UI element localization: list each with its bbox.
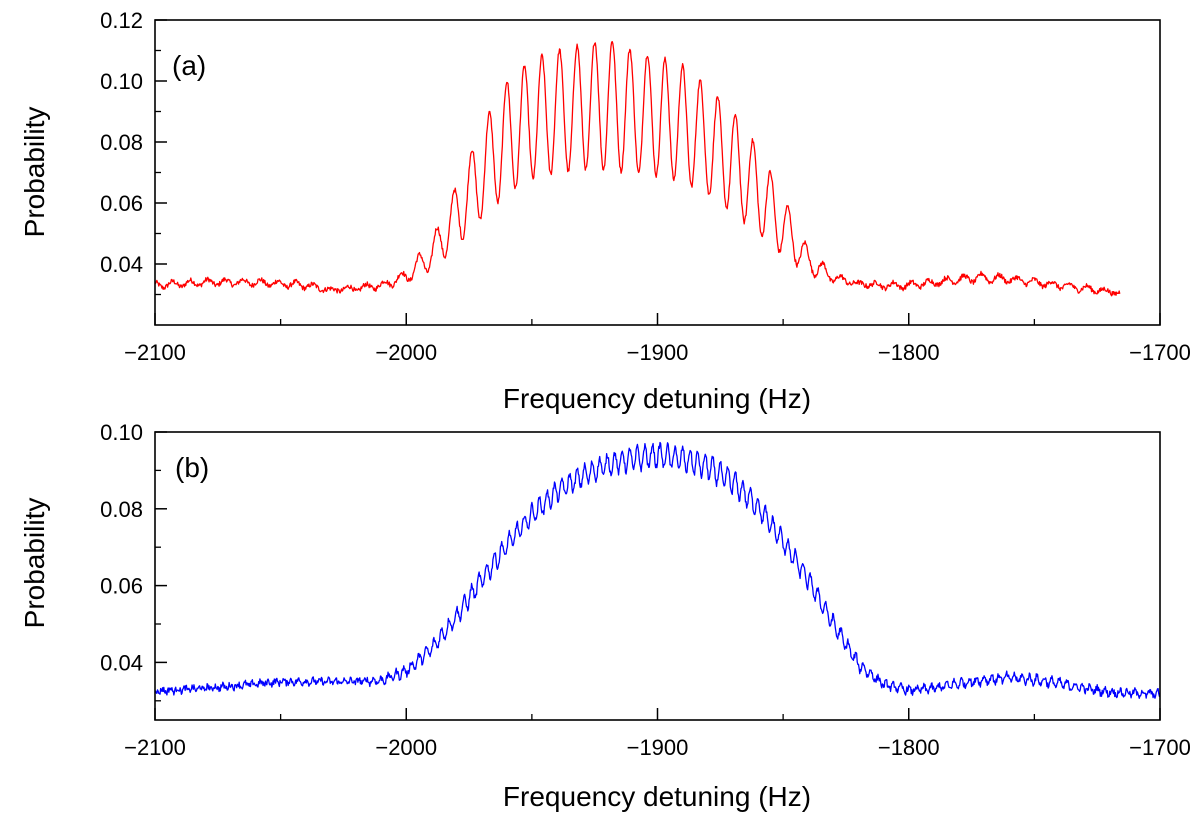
x-tick-label-b-4: −1700 — [1129, 735, 1191, 760]
y-tick-label-a-0: 0.04 — [100, 252, 143, 277]
x-tick-label-b-2: −1900 — [627, 735, 689, 760]
series-b-layer — [155, 441, 1160, 699]
y-tick-label-b-3: 0.10 — [100, 420, 143, 445]
series-line-b — [155, 441, 1160, 699]
x-tick-label-a-2: −1900 — [627, 340, 689, 365]
x-tick-label-b-0: −2100 — [124, 735, 186, 760]
panel-label-b: (b) — [175, 452, 209, 483]
panel-label-a: (a) — [172, 50, 206, 81]
panel-b: −2100 −2000 −1900 −1800 −1700 0.04 0.06 0.08 0.1… — [19, 420, 1191, 812]
x-axis-title-a: Frequency detuning (Hz) — [503, 383, 811, 414]
y-tick-label-a-2: 0.08 — [100, 130, 143, 155]
y-tick-label-b-0: 0.04 — [100, 650, 143, 675]
y-axis-title-b: Probability — [19, 498, 50, 629]
x-tick-label-b-1: −2000 — [375, 735, 437, 760]
y-tick-label-b-1: 0.06 — [100, 574, 143, 599]
x-axis-title-b: Frequency detuning (Hz) — [503, 781, 811, 812]
y-tick-label-a-1: 0.06 — [100, 191, 143, 216]
panel-a: −2100 −2000 −1900 −1800 −1700 0.04 0.06 0.08 0.1… — [19, 8, 1191, 414]
x-tick-label-a-0: −2100 — [124, 340, 186, 365]
y-tick-label-a-3: 0.10 — [100, 69, 143, 94]
series-a-layer — [155, 40, 1121, 297]
x-tick-label-b-3: −1800 — [878, 735, 940, 760]
x-tick-label-a-1: −2000 — [375, 340, 437, 365]
ticks-b-layer: −2100 −2000 −1900 −1800 −1700 0.04 0.06 0.08 0.1… — [100, 420, 1191, 760]
x-tick-label-a-3: −1800 — [878, 340, 940, 365]
y-axis-title-a: Probability — [19, 107, 50, 238]
y-tick-label-b-2: 0.08 — [100, 497, 143, 522]
x-tick-label-a-4: −1700 — [1129, 340, 1191, 365]
ticks-a-layer: −2100 −2000 −1900 −1800 −1700 0.04 0.06 0.08 0.1… — [100, 8, 1191, 365]
series-line-a — [155, 40, 1121, 297]
y-tick-label-a-4: 0.12 — [100, 8, 143, 33]
